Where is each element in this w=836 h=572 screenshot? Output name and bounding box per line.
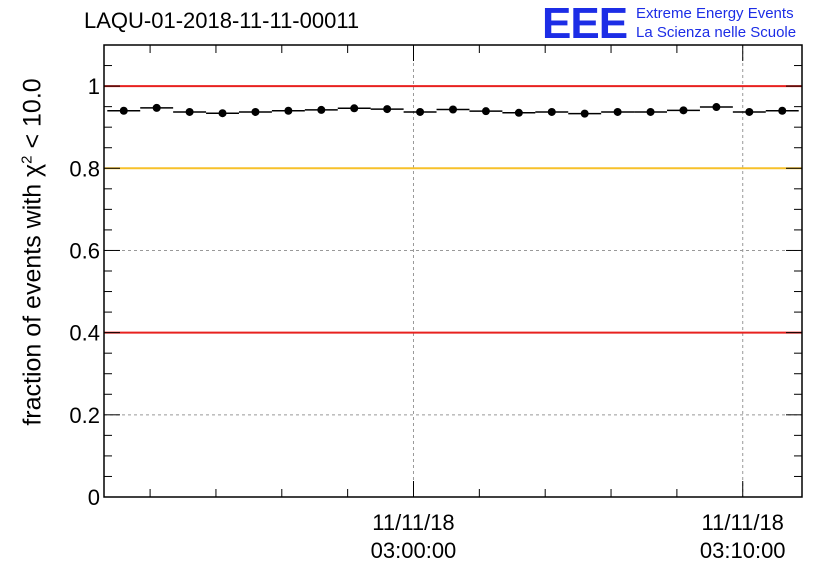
plot-frame [103,44,803,498]
data-point [185,107,194,116]
y-axis-label-suffix: < 10.0 [18,78,47,156]
data-point [613,107,622,116]
y-tick-label: 0.6 [69,238,100,263]
y-axis-label: fraction of events with χ2 < 10.0 [18,78,47,425]
y-tick-label: 1 [88,74,100,99]
data-point [679,106,688,115]
y-tick-label: 0.8 [69,156,100,181]
data-point [317,105,326,114]
data-point [218,109,227,118]
x-tick-label-date: 11/11/18 [702,510,784,535]
data-point [481,107,490,116]
data-point [547,107,556,116]
x-tick-label-date: 11/11/18 [372,510,454,535]
eee-logo: EEE [542,0,628,48]
data-point [712,103,721,112]
data-point [416,107,425,116]
x-tick-label-time: 03:10:00 [700,538,786,563]
data-point [350,104,359,113]
y-tick-label: 0.4 [69,321,100,346]
y-tick-label: 0.2 [69,403,100,428]
data-point [580,109,589,118]
y-axis-label-prefix: fraction of events with χ [18,163,47,426]
logo-line-2: La Scienza nelle Scuole [636,24,797,41]
logo-line-1: Extreme Energy Events [636,5,794,22]
data-point [646,107,655,116]
data-point [449,105,457,114]
chart-title: LAQU-01-2018-11-11-00011 [84,8,360,33]
eee-logo-text: Extreme Energy Events La Scienza nelle S… [636,4,796,42]
data-point [119,106,128,115]
data-point [778,106,787,115]
data-point [514,108,523,117]
data-point [383,105,392,114]
y-axis-label-sup: 2 [18,155,36,164]
data-point [152,103,161,112]
data-point [284,106,293,115]
data-point [745,107,754,116]
x-tick-label-time: 03:00:00 [371,538,457,563]
data-point [251,107,260,116]
y-tick-label: 0 [88,485,100,510]
